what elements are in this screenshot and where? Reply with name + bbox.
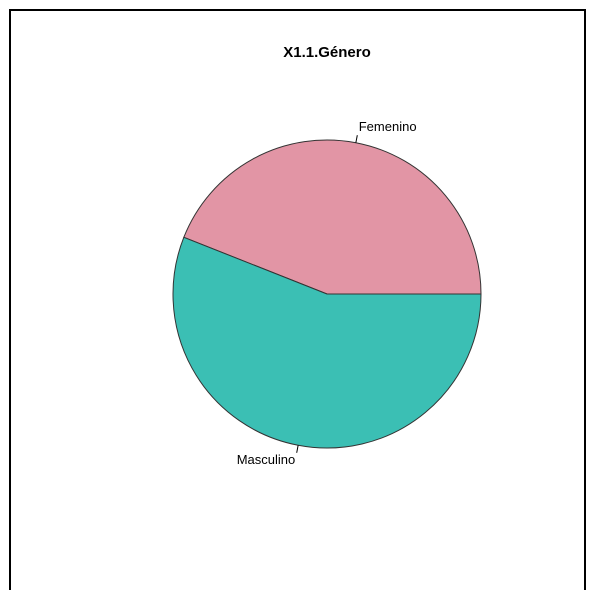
pie-slice [172, 236, 482, 449]
slice-label: Masculino [237, 452, 296, 467]
label-tick [355, 135, 358, 143]
label-tick [296, 445, 299, 453]
slice-label: Femenino [359, 119, 417, 134]
chart-title: X1.1.Género [283, 44, 371, 61]
frame [9, 9, 586, 590]
